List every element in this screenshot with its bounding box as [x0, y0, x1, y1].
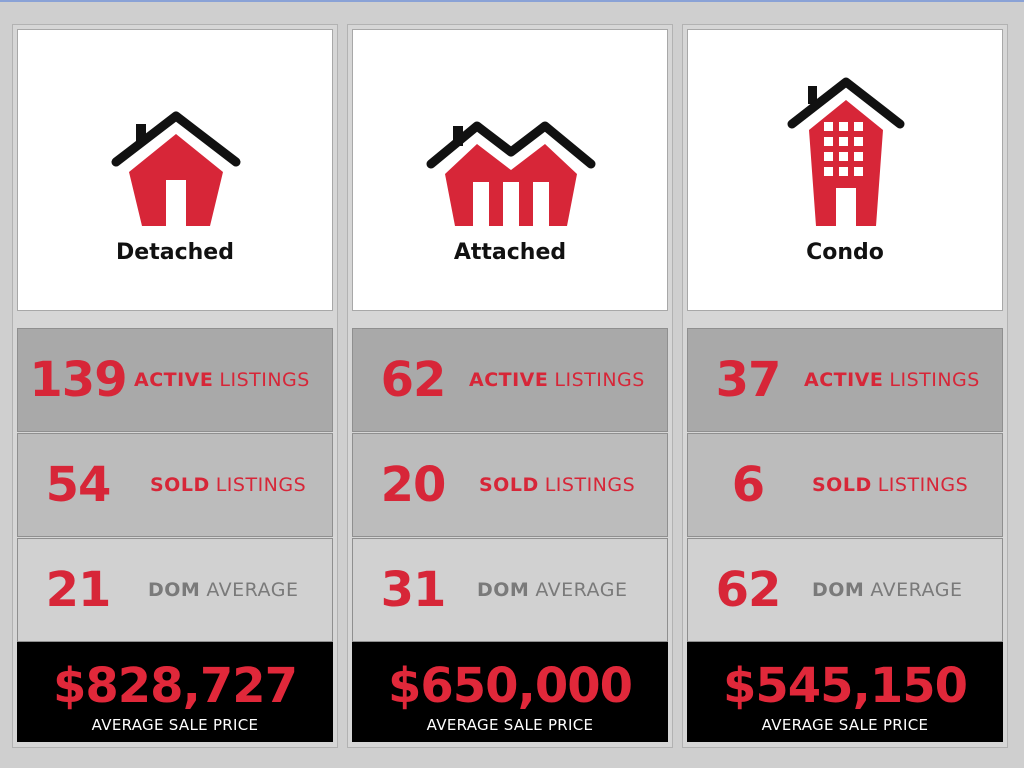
sold-listings-count: 54 [45, 457, 112, 513]
condo-column: Condo 37 ACTIVE LISTINGS 6 SOLD LISTINGS 6… [682, 24, 1008, 748]
active-listings-label: ACTIVE LISTINGS [134, 369, 310, 391]
dom-average-row: 62 DOM AVERAGE [687, 538, 1003, 642]
average-sale-price-caption: AVERAGE SALE PRICE [426, 716, 594, 734]
detached-house-icon [111, 111, 241, 226]
property-type-label: Detached [116, 240, 234, 265]
dom-average-label: DOM AVERAGE [477, 579, 628, 601]
active-listings-row: 62 ACTIVE LISTINGS [352, 328, 668, 432]
dom-average-row: 31 DOM AVERAGE [352, 538, 668, 642]
average-sale-price-caption: AVERAGE SALE PRICE [761, 716, 929, 734]
dom-average-label: DOM AVERAGE [812, 579, 963, 601]
average-sale-price-value: $650,000 [387, 658, 633, 714]
sold-listings-row: 6 SOLD LISTINGS [687, 433, 1003, 537]
top-border-line [0, 0, 1024, 2]
condo-type-card: Condo [687, 29, 1003, 311]
sold-listings-label: SOLD LISTINGS [150, 474, 307, 496]
property-type-label: Condo [806, 240, 884, 265]
active-listings-count: 37 [715, 352, 782, 408]
dom-average-count: 31 [380, 562, 447, 618]
attached-type-card: Attached [352, 29, 668, 311]
sold-listings-count: 20 [380, 457, 447, 513]
average-sale-price-panel: $828,727 AVERAGE SALE PRICE [17, 642, 333, 742]
sold-listings-label: SOLD LISTINGS [479, 474, 636, 496]
active-listings-label: ACTIVE LISTINGS [804, 369, 980, 391]
condo-building-icon [787, 77, 905, 226]
sold-listings-row: 54 SOLD LISTINGS [17, 433, 333, 537]
active-listings-label: ACTIVE LISTINGS [469, 369, 645, 391]
average-sale-price-value: $828,727 [52, 658, 298, 714]
detached-column: Detached 139 ACTIVE LISTINGS 54 SOLD LISTI… [12, 24, 338, 748]
attached-column: Attached 62 ACTIVE LISTINGS 20 SOLD LISTIN… [347, 24, 673, 748]
detached-type-card: Detached [17, 29, 333, 311]
dom-average-row: 21 DOM AVERAGE [17, 538, 333, 642]
active-listings-count: 139 [29, 352, 127, 408]
average-sale-price-value: $545,150 [722, 658, 968, 714]
dom-average-count: 21 [45, 562, 112, 618]
active-listings-row: 37 ACTIVE LISTINGS [687, 328, 1003, 432]
dom-average-count: 62 [715, 562, 782, 618]
dom-average-label: DOM AVERAGE [148, 579, 299, 601]
sold-listings-count: 6 [731, 457, 765, 513]
active-listings-row: 139 ACTIVE LISTINGS [17, 328, 333, 432]
sold-listings-row: 20 SOLD LISTINGS [352, 433, 668, 537]
property-type-label: Attached [453, 240, 567, 265]
average-sale-price-panel: $545,150 AVERAGE SALE PRICE [687, 642, 1003, 742]
average-sale-price-panel: $650,000 AVERAGE SALE PRICE [352, 642, 668, 742]
sold-listings-label: SOLD LISTINGS [812, 474, 969, 496]
attached-house-icon [426, 121, 596, 226]
average-sale-price-caption: AVERAGE SALE PRICE [91, 716, 259, 734]
active-listings-count: 62 [380, 352, 447, 408]
